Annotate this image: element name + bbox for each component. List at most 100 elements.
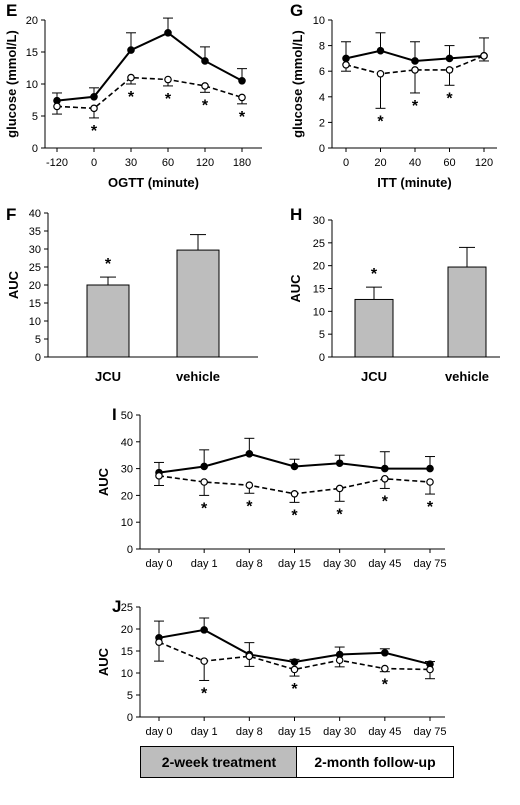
panel-i-x-tick-label: day 30	[323, 558, 356, 570]
panel-e-point-open	[238, 93, 246, 102]
panel-i-y-tick-label: 30	[121, 464, 133, 476]
panel-e-point-open	[201, 82, 209, 90]
panel-h-y-tick-label: 10	[313, 306, 325, 318]
panel-f-y-tick-label: 40	[29, 208, 41, 220]
panel-j-x-tick-label: day 8	[236, 726, 263, 738]
panel-f-y-tick-label: 0	[35, 352, 41, 364]
panel-h-label: H	[290, 205, 302, 224]
panel-h-y-tick-label: 25	[313, 238, 325, 250]
panel-i-point-filled	[200, 462, 208, 471]
panel-h-y-tick-label: 15	[313, 284, 325, 296]
panel-j-point-open	[155, 638, 163, 647]
panel-g-y-tick-label: 10	[313, 15, 325, 27]
panel-f-y-tick-label: 15	[29, 298, 41, 310]
panel-e-x-label: OGTT (minute)	[108, 175, 199, 190]
panel-j-point-filled	[200, 626, 208, 634]
panel-i-point-filled	[245, 450, 254, 458]
panel-h-significance-star: *	[371, 266, 378, 283]
panel-i-point-filled	[426, 464, 434, 473]
panel-j-label: J	[112, 597, 121, 616]
panel-g-x-tick-label: 0	[343, 157, 349, 169]
panel-j-significance-star: *	[201, 685, 208, 702]
panel-i-y-tick-label: 0	[127, 544, 133, 556]
panel-i-y-tick-label: 20	[121, 490, 133, 502]
panel-f-y-tick-label: 35	[29, 226, 41, 238]
panel-f-bar	[176, 249, 220, 358]
panel-i-significance-star: *	[201, 500, 208, 517]
panel-h-y-tick-label: 5	[319, 329, 325, 341]
panel-e-significance-star: *	[239, 109, 246, 126]
panel-j-point-open	[245, 652, 254, 661]
panel-e-significance-star: *	[165, 91, 172, 108]
panel-e-point-open	[53, 102, 61, 111]
panel-j-point-open	[200, 657, 208, 665]
panel-e-point-open	[127, 73, 135, 82]
panel-g-significance-star: *	[412, 98, 419, 115]
panel-h-y-tick-label: 0	[319, 352, 325, 364]
panel-e-point-filled	[201, 57, 209, 65]
panel-g-point-open	[480, 52, 488, 60]
panel-j-point-open	[426, 665, 434, 674]
panel-e-significance-star: *	[128, 89, 135, 106]
panel-e-x-tick-label: -120	[46, 157, 68, 169]
panel-j-significance-star: *	[291, 681, 298, 698]
panel-j-point-open	[290, 665, 299, 674]
panel-g-label: G	[290, 1, 303, 20]
panel-h-y-tick-label: 20	[313, 261, 325, 273]
panel-e-x-tick-label: 0	[91, 157, 97, 169]
panel-f-y-tick-label: 20	[29, 280, 41, 292]
panel-j-y-tick-label: 15	[121, 646, 133, 658]
panel-e-series-solid-line	[56, 31, 243, 102]
panel-g-x-tick-label: 40	[409, 157, 421, 169]
panel-i-x-tick-label: day 1	[191, 558, 218, 570]
panel-e-y-tick-label: 5	[32, 111, 38, 123]
panel-e-point-open	[164, 75, 172, 84]
panel-g-x-label: ITT (minute)	[377, 175, 451, 190]
panel-e-y-label: glucose (mmol/L)	[4, 30, 19, 138]
panel-g-x-tick-label: 120	[475, 157, 493, 169]
panel-j-y-label: AUC	[96, 647, 111, 676]
panel-g-point-filled	[411, 57, 419, 65]
panel-i-point-filled	[381, 464, 389, 473]
panel-i-point-open	[381, 474, 389, 483]
panel-i-y-tick-label: 50	[121, 410, 133, 422]
panel-i-point-open	[245, 481, 254, 490]
panel-f-y-tick-label: 30	[29, 244, 41, 256]
panel-i-x-tick-label: day 8	[236, 558, 263, 570]
panel-g-point-open	[376, 69, 385, 78]
panel-g-significance-star: *	[377, 113, 384, 130]
panel-f-y-tick-label: 5	[35, 334, 41, 346]
panel-f-y-tick-label: 25	[29, 262, 41, 274]
panel-e-point-filled	[90, 93, 98, 101]
panel-h-y-label: AUC	[288, 274, 303, 303]
panel-j-x-tick-label: day 45	[368, 726, 401, 738]
panel-j-x-tick-label: day 0	[146, 726, 173, 738]
panel-i-y-tick-label: 10	[121, 517, 133, 529]
panel-i-point-open	[155, 472, 163, 480]
panel-g-y-tick-label: 0	[319, 143, 325, 155]
panel-g-x-tick-label: 20	[374, 157, 386, 169]
panel-g-point-open	[342, 61, 350, 69]
panel-j-y-tick-label: 25	[121, 602, 133, 614]
panel-i-label: I	[112, 405, 117, 424]
panel-g-significance-star: *	[446, 90, 453, 107]
panel-i-point-open	[290, 489, 299, 498]
panel-e-y-tick-label: 0	[32, 143, 38, 155]
panel-e-y-tick-label: 20	[26, 15, 38, 27]
panel-i-point-filled	[335, 459, 344, 468]
panel-i-point-open	[426, 478, 434, 486]
panel-j-x-tick-label: day 30	[323, 726, 356, 738]
panel-i-point-open	[335, 484, 344, 493]
panel-f-y-tick-label: 10	[29, 316, 41, 328]
panel-j-point-open	[335, 656, 344, 665]
panel-i-significance-star: *	[427, 499, 434, 516]
panel-e-series-dashed-line	[56, 76, 243, 110]
panel-j-significance-star: *	[382, 677, 389, 694]
panel-h-bar	[447, 266, 487, 358]
panel-j-point-filled	[290, 658, 299, 666]
panel-i-x-tick-label: day 45	[368, 558, 401, 570]
panel-e-significance-star: *	[202, 97, 209, 114]
panel-e-x-tick-label: 30	[125, 157, 137, 169]
panel-g-point-open	[411, 66, 419, 74]
panel-e-point-filled	[127, 46, 135, 54]
